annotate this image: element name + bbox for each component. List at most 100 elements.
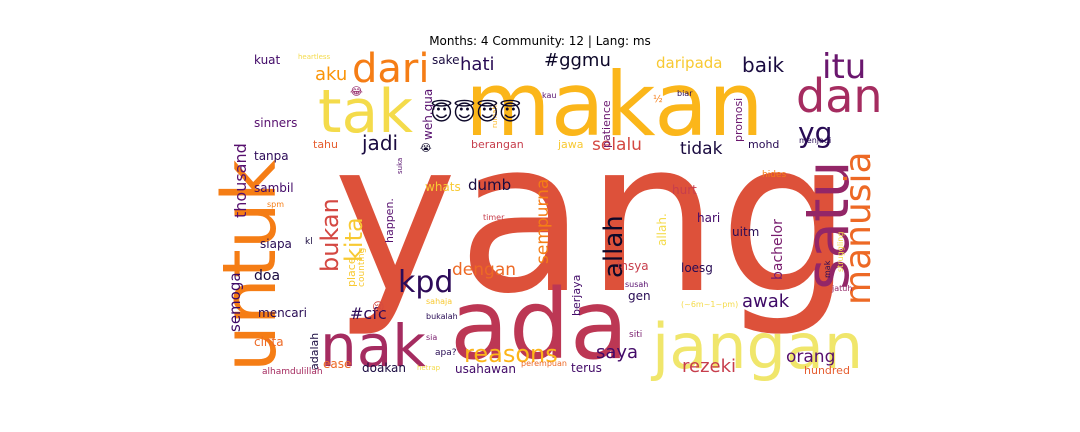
cloud-word: cinta — [254, 335, 284, 349]
cloud-word: terus — [571, 361, 602, 375]
cloud-word: bukalah — [426, 312, 458, 321]
cloud-word: yang — [333, 95, 852, 340]
cloud-word: menjadi — [799, 136, 831, 145]
cloud-word: hati — [460, 54, 495, 75]
cloud-word: doakan — [362, 361, 406, 375]
cloud-word: adalah — [308, 333, 321, 370]
cloud-word: selalu — [592, 135, 642, 155]
cloud-word: mencari — [258, 306, 307, 320]
cloud-word: uitm — [732, 225, 759, 239]
cloud-word: susah — [625, 280, 648, 289]
cloud-word: hari — [697, 211, 720, 225]
cloud-word: awak — [742, 291, 790, 312]
cloud-word: suka — [396, 158, 404, 174]
cloud-word: siapa — [260, 237, 292, 251]
cloud-word: kuat — [254, 53, 281, 67]
cloud-word: aku — [315, 64, 347, 85]
cloud-word: 😇😇😇😇 — [430, 99, 522, 126]
cloud-word: tidak — [680, 139, 723, 159]
cloud-word: daripada — [656, 54, 722, 72]
cloud-word: (~6m~1~pm) — [681, 300, 738, 309]
cloud-word: jangan — [650, 310, 863, 383]
cloud-word: biar — [677, 89, 693, 98]
cloud-word: berjaya — [570, 275, 583, 316]
cloud-word: mak — [823, 260, 832, 278]
cloud-word: rumah — [491, 105, 499, 128]
cloud-word: tahu — [313, 138, 338, 151]
cloud-word: place. — [345, 254, 358, 287]
cloud-word: struggling — [836, 232, 845, 272]
cloud-word: hides — [762, 170, 786, 180]
cloud-word: 😢 — [372, 300, 385, 314]
cloud-word: timer — [483, 213, 505, 222]
cloud-word: bukan — [316, 198, 344, 272]
cloud-word: alhamdulillah — [262, 367, 323, 377]
cloud-word: dengan — [452, 260, 516, 280]
cloud-word: thousand — [231, 143, 250, 218]
cloud-word: kau — [542, 91, 556, 100]
cloud-word: sake — [432, 53, 460, 67]
cloud-word: hetrap — [417, 364, 441, 372]
cloud-word: orang — [786, 347, 835, 367]
cloud-word: baik — [742, 53, 785, 77]
cloud-word: makan — [465, 53, 764, 156]
cloud-word: kpd — [398, 265, 453, 300]
cloud-word: 😭 — [420, 143, 432, 154]
chart-title: Months: 4 Community: 12 | Lang: ms — [429, 34, 651, 48]
cloud-word: whats — [425, 180, 461, 194]
cloud-word: doa — [254, 268, 280, 284]
cloud-word: untuk — [207, 159, 293, 372]
cloud-word: hundred — [804, 364, 850, 377]
cloud-word: hurt — [672, 183, 697, 197]
cloud-word: spm — [267, 200, 284, 209]
cloud-word: tak — [318, 77, 413, 147]
cloud-word: rezeki — [682, 356, 736, 377]
cloud-word: allah. — [655, 213, 669, 246]
cloud-word: weh.gua — [421, 89, 435, 140]
cloud-word: kl — [305, 237, 313, 247]
cloud-word: usahawan — [455, 362, 516, 376]
cloud-word: mohd — [748, 138, 779, 151]
cloud-word: dari — [352, 46, 429, 92]
cloud-word: yg — [798, 116, 832, 149]
cloud-word: ease — [323, 357, 351, 371]
cloud-word: reasons — [464, 340, 558, 368]
cloud-word: nak — [320, 312, 426, 380]
cloud-word: jawa — [557, 138, 584, 151]
cloud-word: perempuan — [521, 359, 567, 368]
cloud-word: allah — [599, 215, 629, 278]
cloud-word: 😂 — [350, 85, 363, 98]
cloud-word: loesg — [681, 261, 713, 275]
cloud-word: insya — [617, 259, 649, 273]
cloud-word: bachelor — [770, 219, 786, 280]
cloud-word: saya — [596, 342, 638, 363]
cloud-word: happen. — [383, 198, 396, 243]
cloud-word: gen — [628, 289, 651, 303]
cloud-word: semoga — [226, 272, 244, 332]
cloud-word: ½ — [653, 93, 663, 105]
cloud-word: tanpa — [254, 149, 289, 163]
cloud-word: itu — [822, 47, 866, 87]
cloud-word: sia — [426, 333, 437, 342]
cloud-word: promosi — [732, 98, 745, 142]
cloud-word: #cfc — [350, 304, 387, 323]
cloud-word: kita — [340, 217, 368, 262]
cloud-word: sahaja — [426, 297, 452, 306]
cloud-word: dan — [796, 69, 883, 123]
cloud-word: sinners — [254, 116, 297, 130]
cloud-word: heartless — [298, 53, 331, 61]
cloud-word: dumb — [468, 176, 511, 194]
cloud-word: jadi — [361, 131, 398, 155]
cloud-word: apa? — [435, 348, 457, 358]
cloud-word: berangan — [471, 138, 524, 151]
cloud-word: sempurna — [533, 179, 553, 264]
cloud-word: sambil — [254, 181, 294, 195]
cloud-word: ada — [450, 269, 629, 381]
cloud-word: satu — [793, 160, 863, 290]
cloud-word: patience — [600, 100, 613, 148]
cloud-word: counting — [357, 248, 367, 287]
cloud-word: manusia — [838, 151, 879, 305]
cloud-word: siti — [629, 330, 642, 340]
cloud-word: jatuh — [831, 284, 852, 293]
